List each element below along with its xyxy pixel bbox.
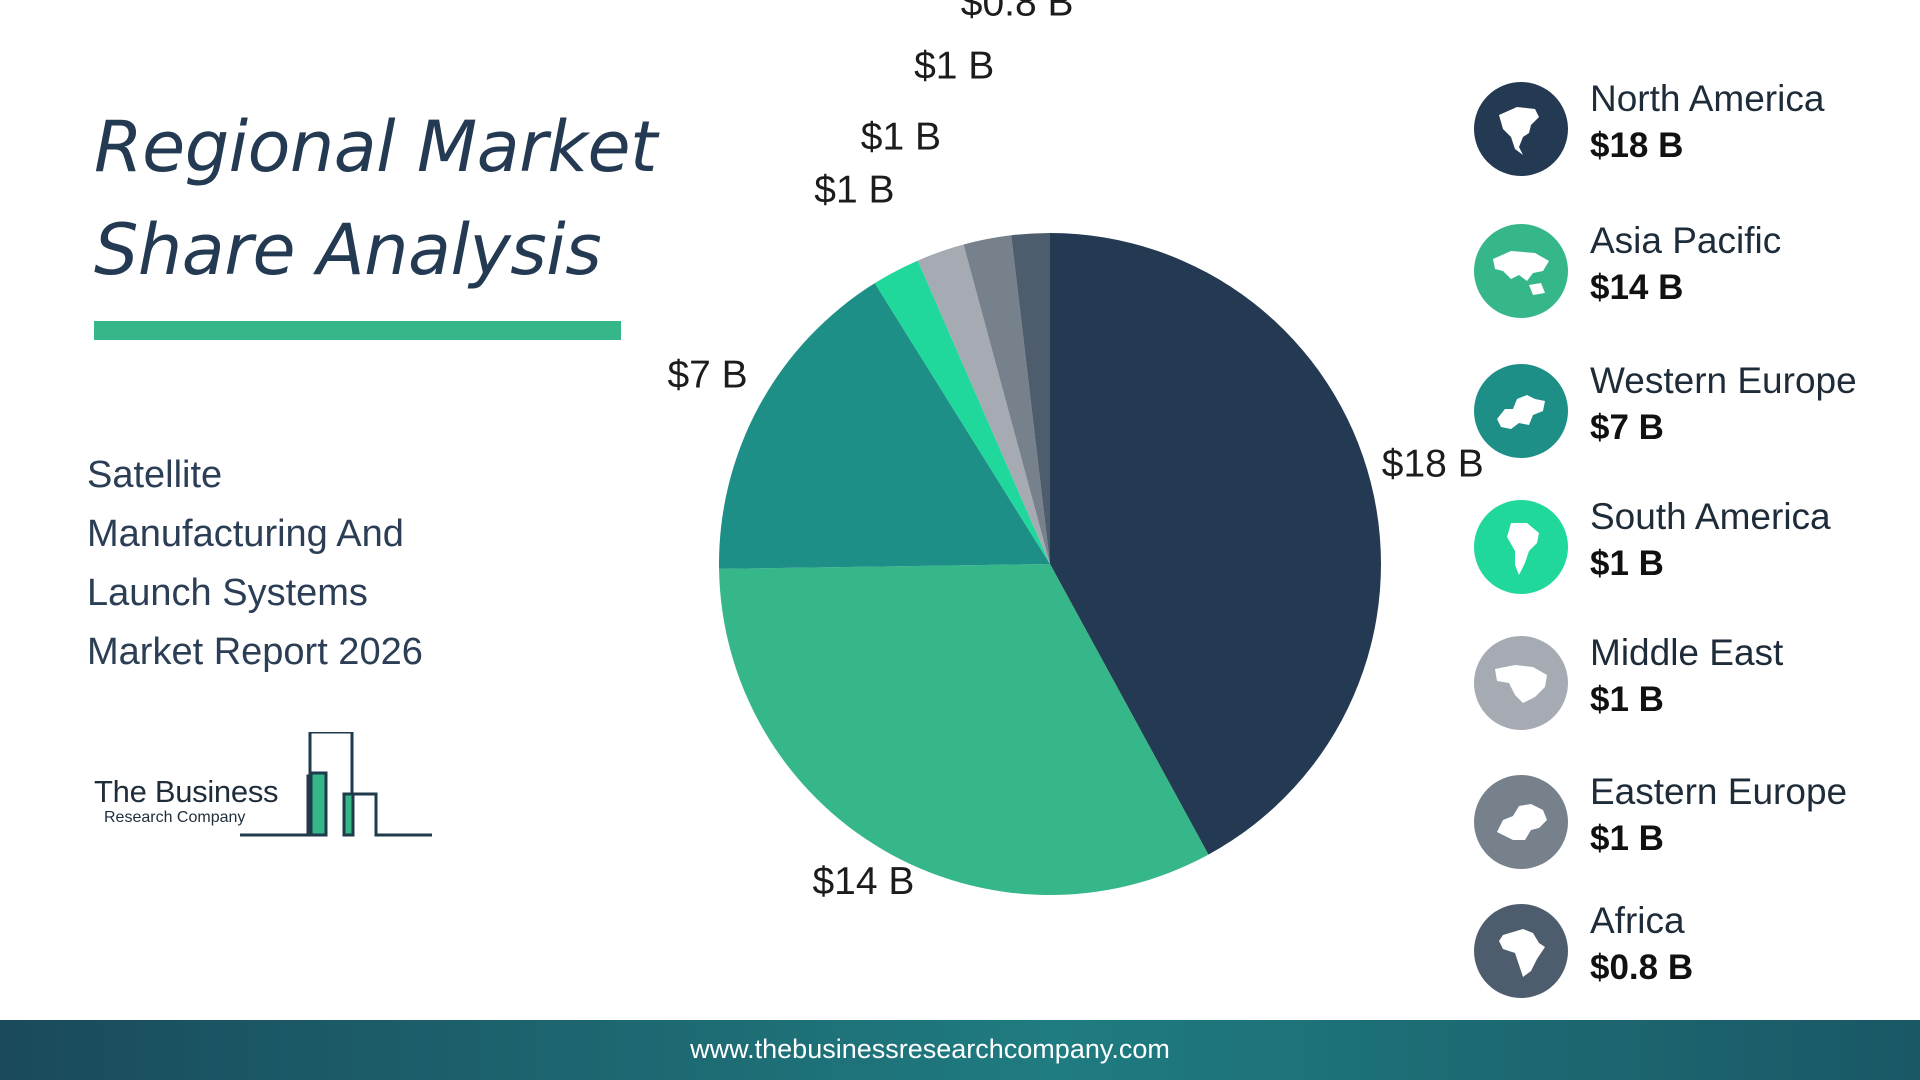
asia-pacific-map-icon <box>1474 224 1568 318</box>
legend-label: North America <box>1590 78 1825 119</box>
legend-label: Asia Pacific <box>1590 220 1782 261</box>
company-logo: The Business Research Company <box>92 732 437 842</box>
logo-subtext: Research Company <box>104 809 246 826</box>
pie-slice-africa <box>1011 233 1050 564</box>
pie-slice-asia-pacific <box>719 564 1209 895</box>
legend-value: $18 B <box>1590 126 1684 165</box>
pie-data-label: $1 B <box>861 116 941 159</box>
subtitle-line-1: Satellite <box>87 454 223 496</box>
pie-data-label: $18 B <box>1382 443 1484 486</box>
western-europe-map-icon <box>1474 364 1568 458</box>
footer-bar: www.thebusinessresearchcompany.com <box>0 1020 1920 1080</box>
footer-website-link[interactable]: www.thebusinessresearchcompany.com <box>690 1034 1170 1064</box>
logo-name-text: The Business <box>94 774 279 809</box>
pie-slice-eastern-europe <box>963 235 1050 564</box>
legend-value: $14 B <box>1590 268 1684 307</box>
eastern-europe-map-icon <box>1474 775 1568 869</box>
pie-slice-middle-east <box>917 244 1050 564</box>
legend-item-africa: Africa $0.8 B <box>1474 900 1914 1004</box>
title-line-2: Share Analysis <box>94 209 602 291</box>
pie-slice-western-europe <box>719 283 1050 569</box>
legend-item-eastern-europe: Eastern Europe $1 B <box>1474 771 1914 875</box>
subtitle-line-3: Launch Systems <box>87 572 368 614</box>
subtitle-line-4: Market Report 2026 <box>87 631 423 673</box>
pie-data-label: $14 B <box>812 860 914 903</box>
north-america-map-icon <box>1474 82 1568 176</box>
subtitle-line-2: Manufacturing And <box>87 513 404 555</box>
legend-label: Middle East <box>1590 632 1784 673</box>
pie-slice-north-america <box>1050 233 1382 855</box>
pie-data-label: $7 B <box>667 354 747 397</box>
pie-slice-south-america <box>874 260 1050 564</box>
legend-value: $1 B <box>1590 680 1664 719</box>
legend-label: Africa <box>1590 900 1685 941</box>
middle-east-map-icon <box>1474 636 1568 730</box>
legend-item-asia-pacific: Asia Pacific $14 B <box>1474 220 1914 324</box>
title-underline-bar <box>94 321 621 340</box>
legend-value: $0.8 B <box>1590 948 1694 987</box>
pie-data-label: $1 B <box>914 44 994 87</box>
title-line-1: Regional Market <box>94 106 658 188</box>
logo-buildings-icon <box>240 732 432 837</box>
legend-value: $7 B <box>1590 408 1664 447</box>
legend-item-middle-east: Middle East $1 B <box>1474 632 1914 736</box>
legend-label: Eastern Europe <box>1590 771 1848 812</box>
pie-data-label: $0.8 B <box>961 0 1074 24</box>
legend-item-western-europe: Western Europe $7 B <box>1474 360 1914 464</box>
africa-map-icon <box>1474 904 1568 998</box>
legend-value: $1 B <box>1590 819 1664 858</box>
legend-label: South America <box>1590 496 1831 537</box>
pie-data-label: $1 B <box>814 169 894 212</box>
legend-item-north-america: North America $18 B <box>1474 78 1914 182</box>
page-title: Regional Market Share Analysis <box>94 96 658 302</box>
legend-value: $1 B <box>1590 544 1664 583</box>
report-subtitle: Satellite Manufacturing And Launch Syste… <box>87 446 507 682</box>
legend-item-south-america: South America $1 B <box>1474 496 1914 600</box>
legend-label: Western Europe <box>1590 360 1857 401</box>
south-america-map-icon <box>1474 500 1568 594</box>
